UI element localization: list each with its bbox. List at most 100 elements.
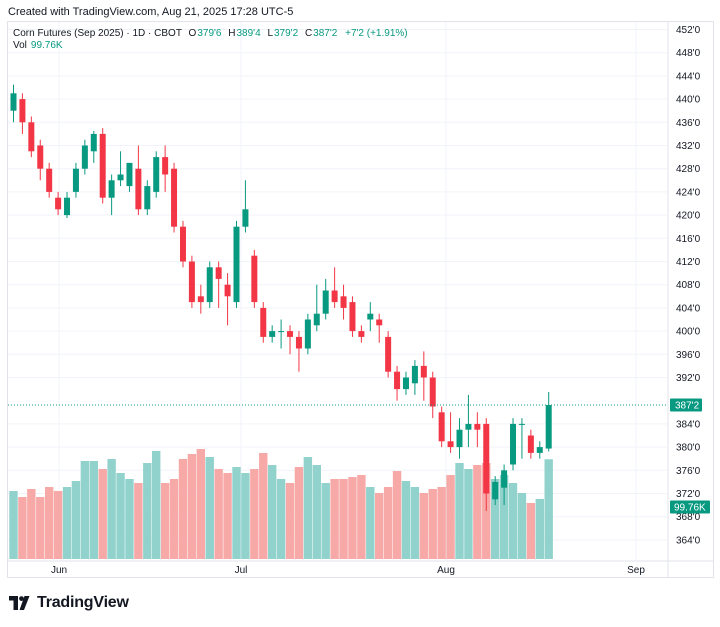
price-tick-label: 444'0 xyxy=(676,71,701,82)
candle xyxy=(28,116,35,158)
legend-vol-value: 99.76K xyxy=(30,40,63,51)
price-tick-label: 416'0 xyxy=(676,234,701,245)
candle xyxy=(483,418,490,511)
candle-body xyxy=(242,209,249,227)
candle xyxy=(545,392,552,452)
last-price-tag xyxy=(670,398,702,412)
candle xyxy=(492,476,499,506)
candle-body xyxy=(304,319,311,349)
volume-bar xyxy=(526,503,536,559)
price-tick-label: 380'0 xyxy=(676,443,701,454)
candle xyxy=(269,325,276,343)
candle-body xyxy=(474,423,481,430)
candle-body xyxy=(367,313,374,320)
candle-body xyxy=(251,255,258,303)
candle xyxy=(385,331,392,378)
candle-body xyxy=(527,435,534,453)
legend-high-label: H xyxy=(228,28,236,39)
volume-bar xyxy=(98,469,107,559)
candle xyxy=(536,441,543,459)
candle-body xyxy=(55,197,62,210)
legend-low-label: L xyxy=(267,28,273,39)
candle-body xyxy=(358,331,365,337)
legend-volume: Vol 99.76K xyxy=(13,40,63,51)
candle xyxy=(527,429,534,459)
candle-body xyxy=(215,267,222,279)
price-tick-label: 364'0 xyxy=(676,535,701,546)
volume-bar xyxy=(214,469,223,559)
volume-bar xyxy=(125,479,134,559)
price-tick-label: 448'0 xyxy=(676,48,701,59)
tradingview-logo[interactable]: TradingView xyxy=(9,594,129,612)
volume-bar xyxy=(241,473,250,559)
candle xyxy=(135,145,142,216)
candle-body xyxy=(501,470,508,488)
candle-body xyxy=(162,157,169,175)
candle-body xyxy=(492,481,499,500)
candle xyxy=(411,360,418,395)
candle xyxy=(171,162,178,233)
candle-body xyxy=(206,267,213,303)
candle-series xyxy=(10,84,552,511)
price-tick-label: 396'0 xyxy=(676,350,701,361)
volume-bar xyxy=(116,473,125,559)
volume-bar xyxy=(259,453,268,559)
price-tick-label: 436'0 xyxy=(676,118,701,129)
volume-bar xyxy=(187,454,197,559)
volume-bar xyxy=(196,449,206,559)
volume-bar xyxy=(339,479,348,559)
candle-body xyxy=(510,423,517,465)
candle xyxy=(313,284,320,332)
volume-bar xyxy=(62,487,72,559)
volume-bar xyxy=(303,457,313,559)
volume-bar xyxy=(44,487,54,559)
volume-bar xyxy=(134,483,143,559)
candle xyxy=(72,162,79,198)
volume-tag-label: 99.76K xyxy=(674,503,706,514)
volume-bar xyxy=(232,467,241,559)
volume-bar xyxy=(330,479,339,559)
candle xyxy=(153,151,160,198)
volume-bar xyxy=(366,487,375,559)
volume-bar xyxy=(490,479,500,559)
candle xyxy=(518,418,525,459)
candle xyxy=(278,319,285,349)
price-tick-label: 440'0 xyxy=(676,95,701,106)
candle-body xyxy=(456,429,463,448)
volume-bar xyxy=(410,487,420,559)
candle xyxy=(376,313,383,343)
candle-body xyxy=(90,133,97,152)
candle-body xyxy=(46,168,53,192)
price-tick-label: 424'0 xyxy=(676,187,701,198)
volume-bar xyxy=(250,469,259,559)
time-axis: Jun Jul Aug Sep xyxy=(51,565,645,576)
candle-body xyxy=(287,331,294,337)
chart-caption: Created with TradingView.com, Aug 21, 20… xyxy=(8,6,294,18)
candle-body xyxy=(295,336,302,349)
candle xyxy=(349,296,356,337)
candle-body xyxy=(518,423,525,425)
volume-bar xyxy=(143,463,152,559)
candle-body xyxy=(331,290,338,303)
candle-body xyxy=(438,412,445,442)
candle xyxy=(144,180,151,216)
price-tick-label: 392'0 xyxy=(676,373,701,384)
price-tick-label: 372'0 xyxy=(676,489,701,500)
candle xyxy=(304,313,311,355)
candle-body xyxy=(429,377,436,407)
legend-high-value: 389'4 xyxy=(236,28,261,39)
volume-bar xyxy=(321,483,330,559)
candle xyxy=(162,145,169,192)
candle xyxy=(260,302,267,343)
candle xyxy=(358,325,365,343)
candle-body xyxy=(545,405,552,449)
volume-series xyxy=(9,449,553,559)
candle xyxy=(510,418,517,471)
candle-body xyxy=(171,168,178,227)
candle-body xyxy=(64,197,71,216)
candle-body xyxy=(135,168,142,210)
candle xyxy=(90,131,97,163)
volume-bar xyxy=(205,457,214,559)
candle-body xyxy=(72,168,79,192)
